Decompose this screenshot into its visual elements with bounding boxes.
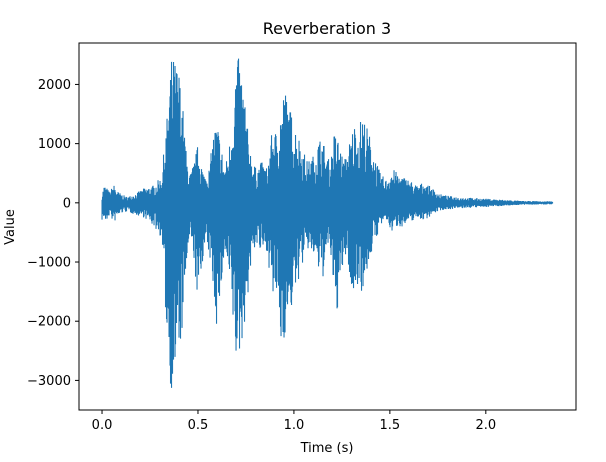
- x-tick-label: 1.0: [284, 418, 305, 433]
- y-tick-label: −3000: [27, 374, 71, 389]
- y-axis-label: Value: [3, 209, 18, 245]
- y-tick-label: 2000: [38, 78, 71, 93]
- x-tick-label: 1.5: [380, 418, 401, 433]
- y-tick-label: 0: [63, 196, 71, 211]
- x-tick-label: 2.0: [475, 418, 496, 433]
- plot-frame: [78, 42, 577, 411]
- series-waveform: [101, 58, 554, 388]
- x-tick-label: 0.0: [92, 418, 113, 433]
- y-tick-label: −1000: [27, 256, 71, 271]
- x-tick-label: 0.5: [188, 418, 209, 433]
- y-tick-label: −2000: [27, 315, 71, 330]
- y-tick-label: 1000: [38, 137, 71, 152]
- plot-area: [78, 42, 577, 411]
- y-axis: −3000 −2000 −1000 0 1000 2000: [27, 78, 79, 389]
- chart-title: Reverberation 3: [263, 19, 391, 38]
- x-axis-label: Time (s): [300, 441, 354, 456]
- x-axis: 0.0 0.5 1.0 1.5 2.0: [92, 410, 496, 433]
